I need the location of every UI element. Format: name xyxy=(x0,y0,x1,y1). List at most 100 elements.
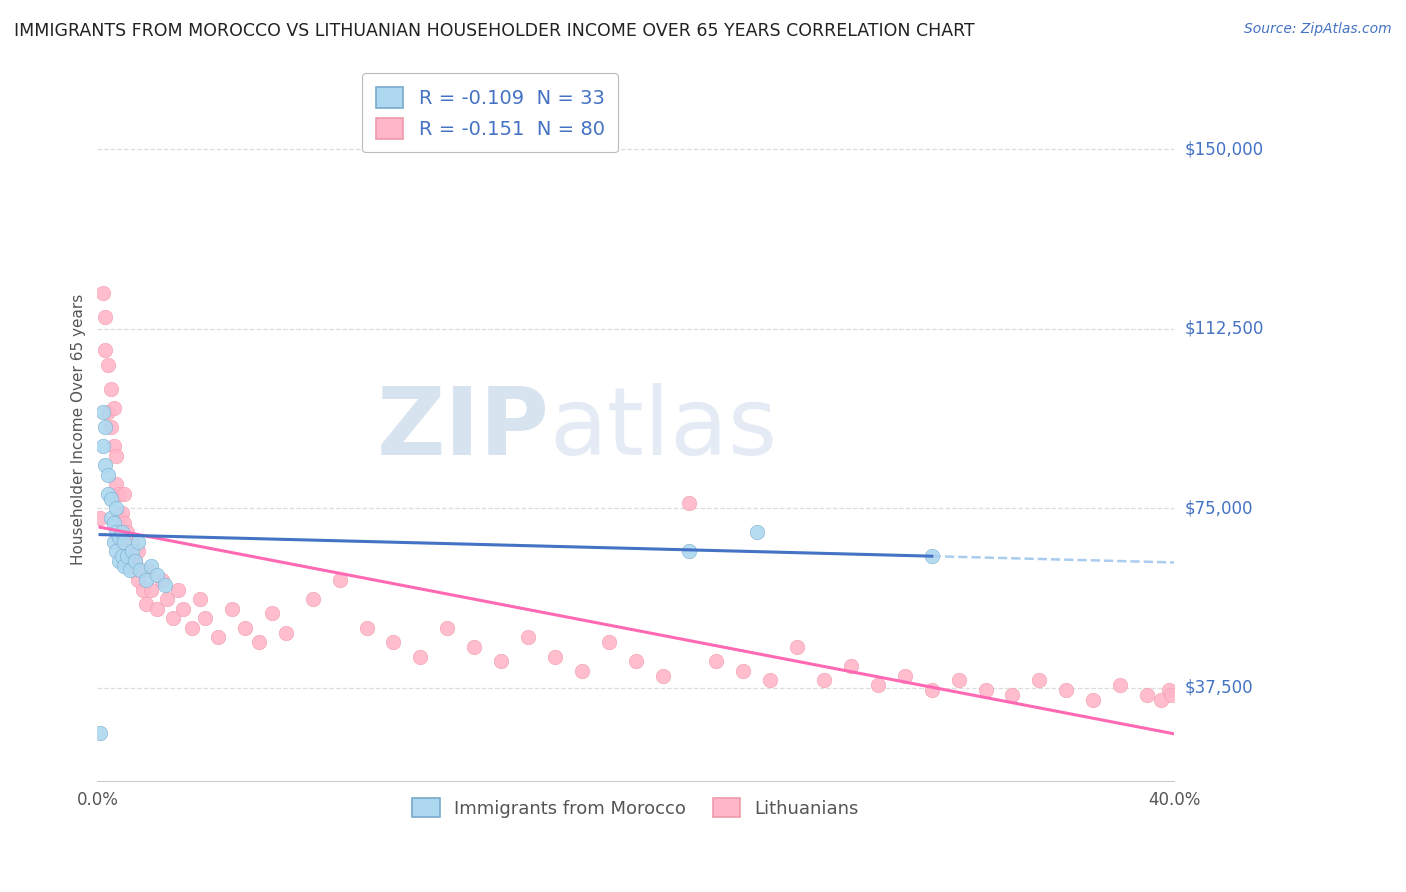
Point xyxy=(135,573,157,587)
Point xyxy=(97,405,120,419)
Point xyxy=(1001,688,1024,702)
Point xyxy=(436,621,458,635)
Point xyxy=(103,439,125,453)
Point xyxy=(100,382,122,396)
Point xyxy=(105,525,128,540)
Point xyxy=(91,405,114,419)
Point xyxy=(167,582,190,597)
Point xyxy=(110,534,132,549)
Point xyxy=(162,611,184,625)
Point xyxy=(207,631,229,645)
Point xyxy=(706,654,728,668)
Point xyxy=(97,467,120,482)
Point xyxy=(110,549,132,563)
Point xyxy=(115,525,138,540)
Point xyxy=(112,487,135,501)
Point xyxy=(103,516,125,530)
Point xyxy=(1160,688,1182,702)
Point xyxy=(124,554,146,568)
Text: $112,500: $112,500 xyxy=(1185,319,1264,338)
Point xyxy=(112,558,135,573)
Point xyxy=(1149,692,1171,706)
Point xyxy=(105,501,128,516)
Point xyxy=(463,640,485,654)
Point xyxy=(651,669,673,683)
Point xyxy=(97,487,120,501)
Point xyxy=(141,582,163,597)
Point xyxy=(145,568,167,582)
Point xyxy=(733,664,755,678)
Point xyxy=(94,343,117,358)
Point xyxy=(598,635,620,649)
Point xyxy=(127,534,149,549)
Point xyxy=(759,673,782,688)
Point xyxy=(94,458,117,472)
Point xyxy=(129,563,152,577)
Point xyxy=(329,573,352,587)
Point xyxy=(1054,683,1077,698)
Text: IMMIGRANTS FROM MOROCCO VS LITHUANIAN HOUSEHOLDER INCOME OVER 65 YEARS CORRELATI: IMMIGRANTS FROM MOROCCO VS LITHUANIAN HO… xyxy=(14,22,974,40)
Point xyxy=(948,673,970,688)
Y-axis label: Householder Income Over 65 years: Householder Income Over 65 years xyxy=(72,293,86,565)
Point xyxy=(221,601,243,615)
Point xyxy=(1109,678,1132,692)
Point xyxy=(108,530,131,544)
Point xyxy=(110,506,132,520)
Point xyxy=(153,578,176,592)
Point xyxy=(247,635,270,649)
Point xyxy=(745,525,768,540)
Point xyxy=(145,601,167,615)
Point xyxy=(94,310,117,324)
Point xyxy=(115,549,138,563)
Point xyxy=(89,726,111,740)
Point xyxy=(571,664,593,678)
Text: $150,000: $150,000 xyxy=(1185,140,1264,158)
Point xyxy=(141,558,163,573)
Point xyxy=(1157,683,1180,698)
Text: $75,000: $75,000 xyxy=(1185,500,1254,517)
Point xyxy=(91,439,114,453)
Point xyxy=(382,635,405,649)
Point xyxy=(517,631,540,645)
Point xyxy=(100,510,122,524)
Point xyxy=(813,673,835,688)
Point xyxy=(624,654,647,668)
Point xyxy=(235,621,257,635)
Point xyxy=(121,544,143,558)
Point xyxy=(115,549,138,563)
Point xyxy=(678,496,700,510)
Point xyxy=(108,554,131,568)
Point xyxy=(409,649,432,664)
Point xyxy=(262,607,284,621)
Point xyxy=(921,683,943,698)
Point xyxy=(103,401,125,415)
Point xyxy=(894,669,917,683)
Point xyxy=(138,563,160,577)
Point xyxy=(118,563,141,577)
Point xyxy=(1136,688,1159,702)
Point xyxy=(127,573,149,587)
Point xyxy=(489,654,512,668)
Point xyxy=(135,597,157,611)
Point xyxy=(274,625,297,640)
Point xyxy=(1028,673,1050,688)
Text: ZIP: ZIP xyxy=(377,384,550,475)
Point xyxy=(1083,692,1105,706)
Point xyxy=(105,544,128,558)
Point xyxy=(103,534,125,549)
Point xyxy=(301,592,323,607)
Point xyxy=(118,558,141,573)
Point xyxy=(112,534,135,549)
Point xyxy=(194,611,217,625)
Point xyxy=(188,592,211,607)
Point xyxy=(974,683,997,698)
Point xyxy=(866,678,889,692)
Point xyxy=(150,573,173,587)
Point xyxy=(121,534,143,549)
Point xyxy=(105,449,128,463)
Point xyxy=(356,621,378,635)
Legend: Immigrants from Morocco, Lithuanians: Immigrants from Morocco, Lithuanians xyxy=(405,790,866,825)
Point xyxy=(110,525,132,540)
Point xyxy=(97,358,120,372)
Point xyxy=(89,510,111,524)
